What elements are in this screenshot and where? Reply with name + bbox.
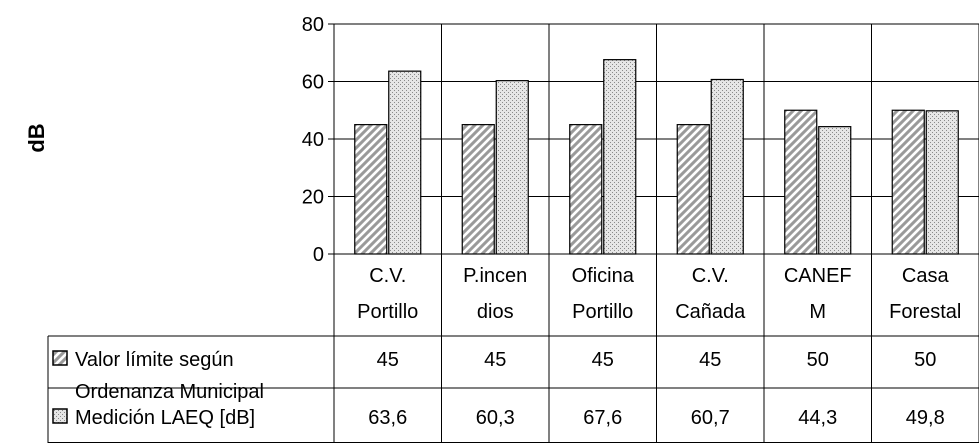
category-label: Portillo <box>572 301 633 323</box>
bars <box>354 59 959 255</box>
data-label: 49,8 <box>906 407 945 429</box>
data-label: 50 <box>807 349 829 371</box>
category-label: P.incen <box>463 265 527 287</box>
bar-medicion-5 <box>925 110 959 255</box>
bar-medicion-2 <box>603 59 637 255</box>
legend-label: Valor límite según <box>75 349 234 371</box>
y-axis-label: dB <box>24 123 49 152</box>
category-label: C.V. <box>692 265 729 287</box>
category-label: Oficina <box>572 265 635 287</box>
data-label: 60,7 <box>691 407 730 429</box>
legend-label: Medición LAEQ [dB] <box>75 407 255 429</box>
data-label: 45 <box>699 349 721 371</box>
data-table: C.V. Portillo P.incen dios Oficina Portillo C.… <box>47 254 979 443</box>
legend-key-valor-limite <box>52 350 68 366</box>
axes: 0 20 40 60 80 <box>302 14 334 266</box>
category-label: Cañada <box>675 301 746 323</box>
category-label: Forestal <box>889 301 961 323</box>
bar-valor-limite-4 <box>784 109 818 255</box>
gridlines <box>333 23 979 255</box>
bar-valor-limite-3 <box>676 124 710 255</box>
data-label: 45 <box>592 349 614 371</box>
category-label: M <box>809 301 826 323</box>
bar-valor-limite-0 <box>354 124 388 255</box>
data-label: 67,6 <box>583 407 622 429</box>
y-tick-label: 60 <box>302 72 324 94</box>
category-label: Casa <box>902 265 950 287</box>
data-label: 63,6 <box>368 407 407 429</box>
bar-valor-limite-2 <box>569 124 603 255</box>
category-label: C.V. <box>369 265 406 287</box>
bar-medicion-0 <box>388 70 422 255</box>
y-tick-label: 80 <box>302 14 324 36</box>
data-label: 44,3 <box>798 407 837 429</box>
category-label: Portillo <box>357 301 418 323</box>
data-label: 45 <box>484 349 506 371</box>
data-label: 45 <box>377 349 399 371</box>
legend-key-medicion <box>52 408 68 424</box>
y-tick-label: 20 <box>302 187 324 209</box>
y-tick-label: 0 <box>313 244 324 266</box>
y-tick-label: 40 <box>302 129 324 151</box>
bar-medicion-1 <box>495 80 529 255</box>
category-label: dios <box>477 301 514 323</box>
bar-valor-limite-5 <box>891 109 925 255</box>
legend-label: Ordenanza Municipal <box>75 381 264 403</box>
bar-medicion-3 <box>710 78 744 255</box>
category-label: CANEF <box>784 265 852 287</box>
bar-valor-limite-1 <box>461 124 495 255</box>
data-label: 60,3 <box>476 407 515 429</box>
data-label: 50 <box>914 349 936 371</box>
bar-medicion-4 <box>818 126 852 255</box>
